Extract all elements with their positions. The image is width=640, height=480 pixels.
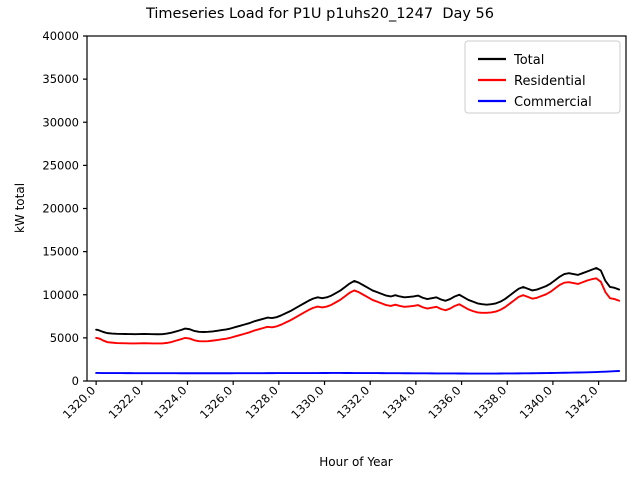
y-tick-label: 10000: [42, 288, 79, 302]
legend-label-residential[interactable]: Residential: [514, 74, 586, 89]
x-tick-label: 1330.0: [288, 383, 326, 421]
x-tick-label: 1342.0: [562, 383, 600, 421]
series-line-residential: [95, 277, 621, 345]
x-axis-ticks: 1320.0 1322.0 1324.0 1326.0 1328.0 1330.0 1332…: [60, 381, 601, 422]
chart-legend[interactable]: Total Residential Commercial: [464, 40, 621, 114]
x-tick-label: 1320.0: [60, 383, 98, 421]
x-tick-label: 1336.0: [425, 383, 463, 421]
x-tick-label: 1340.0: [517, 383, 555, 421]
x-tick-label: 1334.0: [380, 383, 418, 421]
y-tick-label: 25000: [42, 158, 79, 172]
y-tick-label: 20000: [42, 202, 79, 216]
y-tick-label: 40000: [42, 29, 79, 43]
x-axis-label: Hour of Year: [319, 455, 393, 469]
x-tick-label: 1326.0: [197, 383, 235, 421]
y-tick-label: 15000: [42, 245, 79, 259]
x-tick-label: 1324.0: [151, 383, 189, 421]
y-tick-label: 30000: [42, 115, 79, 129]
y-tick-label: 5000: [50, 331, 79, 345]
x-tick-label: 1328.0: [243, 383, 281, 421]
series-line-commercial: [95, 370, 621, 375]
legend-label-commercial[interactable]: Commercial: [514, 95, 592, 110]
y-axis-label: kW total: [13, 183, 27, 233]
x-tick-label: 1332.0: [334, 383, 372, 421]
chart-title: Timeseries Load for P1U p1uhs20_1247 Day…: [145, 6, 495, 22]
plot-frame: [86, 35, 627, 382]
y-tick-label: 35000: [42, 72, 79, 86]
y-tick-label: 0: [72, 374, 79, 388]
series-line-total: [95, 267, 621, 336]
data-series-group: [95, 267, 621, 375]
legend-label-total[interactable]: Total: [513, 53, 544, 68]
x-tick-label: 1322.0: [106, 383, 144, 421]
x-tick-label: 1338.0: [471, 383, 509, 421]
y-axis-ticks: 0 5000 10000 15000 20000 25000 30000 35000 40000: [42, 29, 87, 388]
